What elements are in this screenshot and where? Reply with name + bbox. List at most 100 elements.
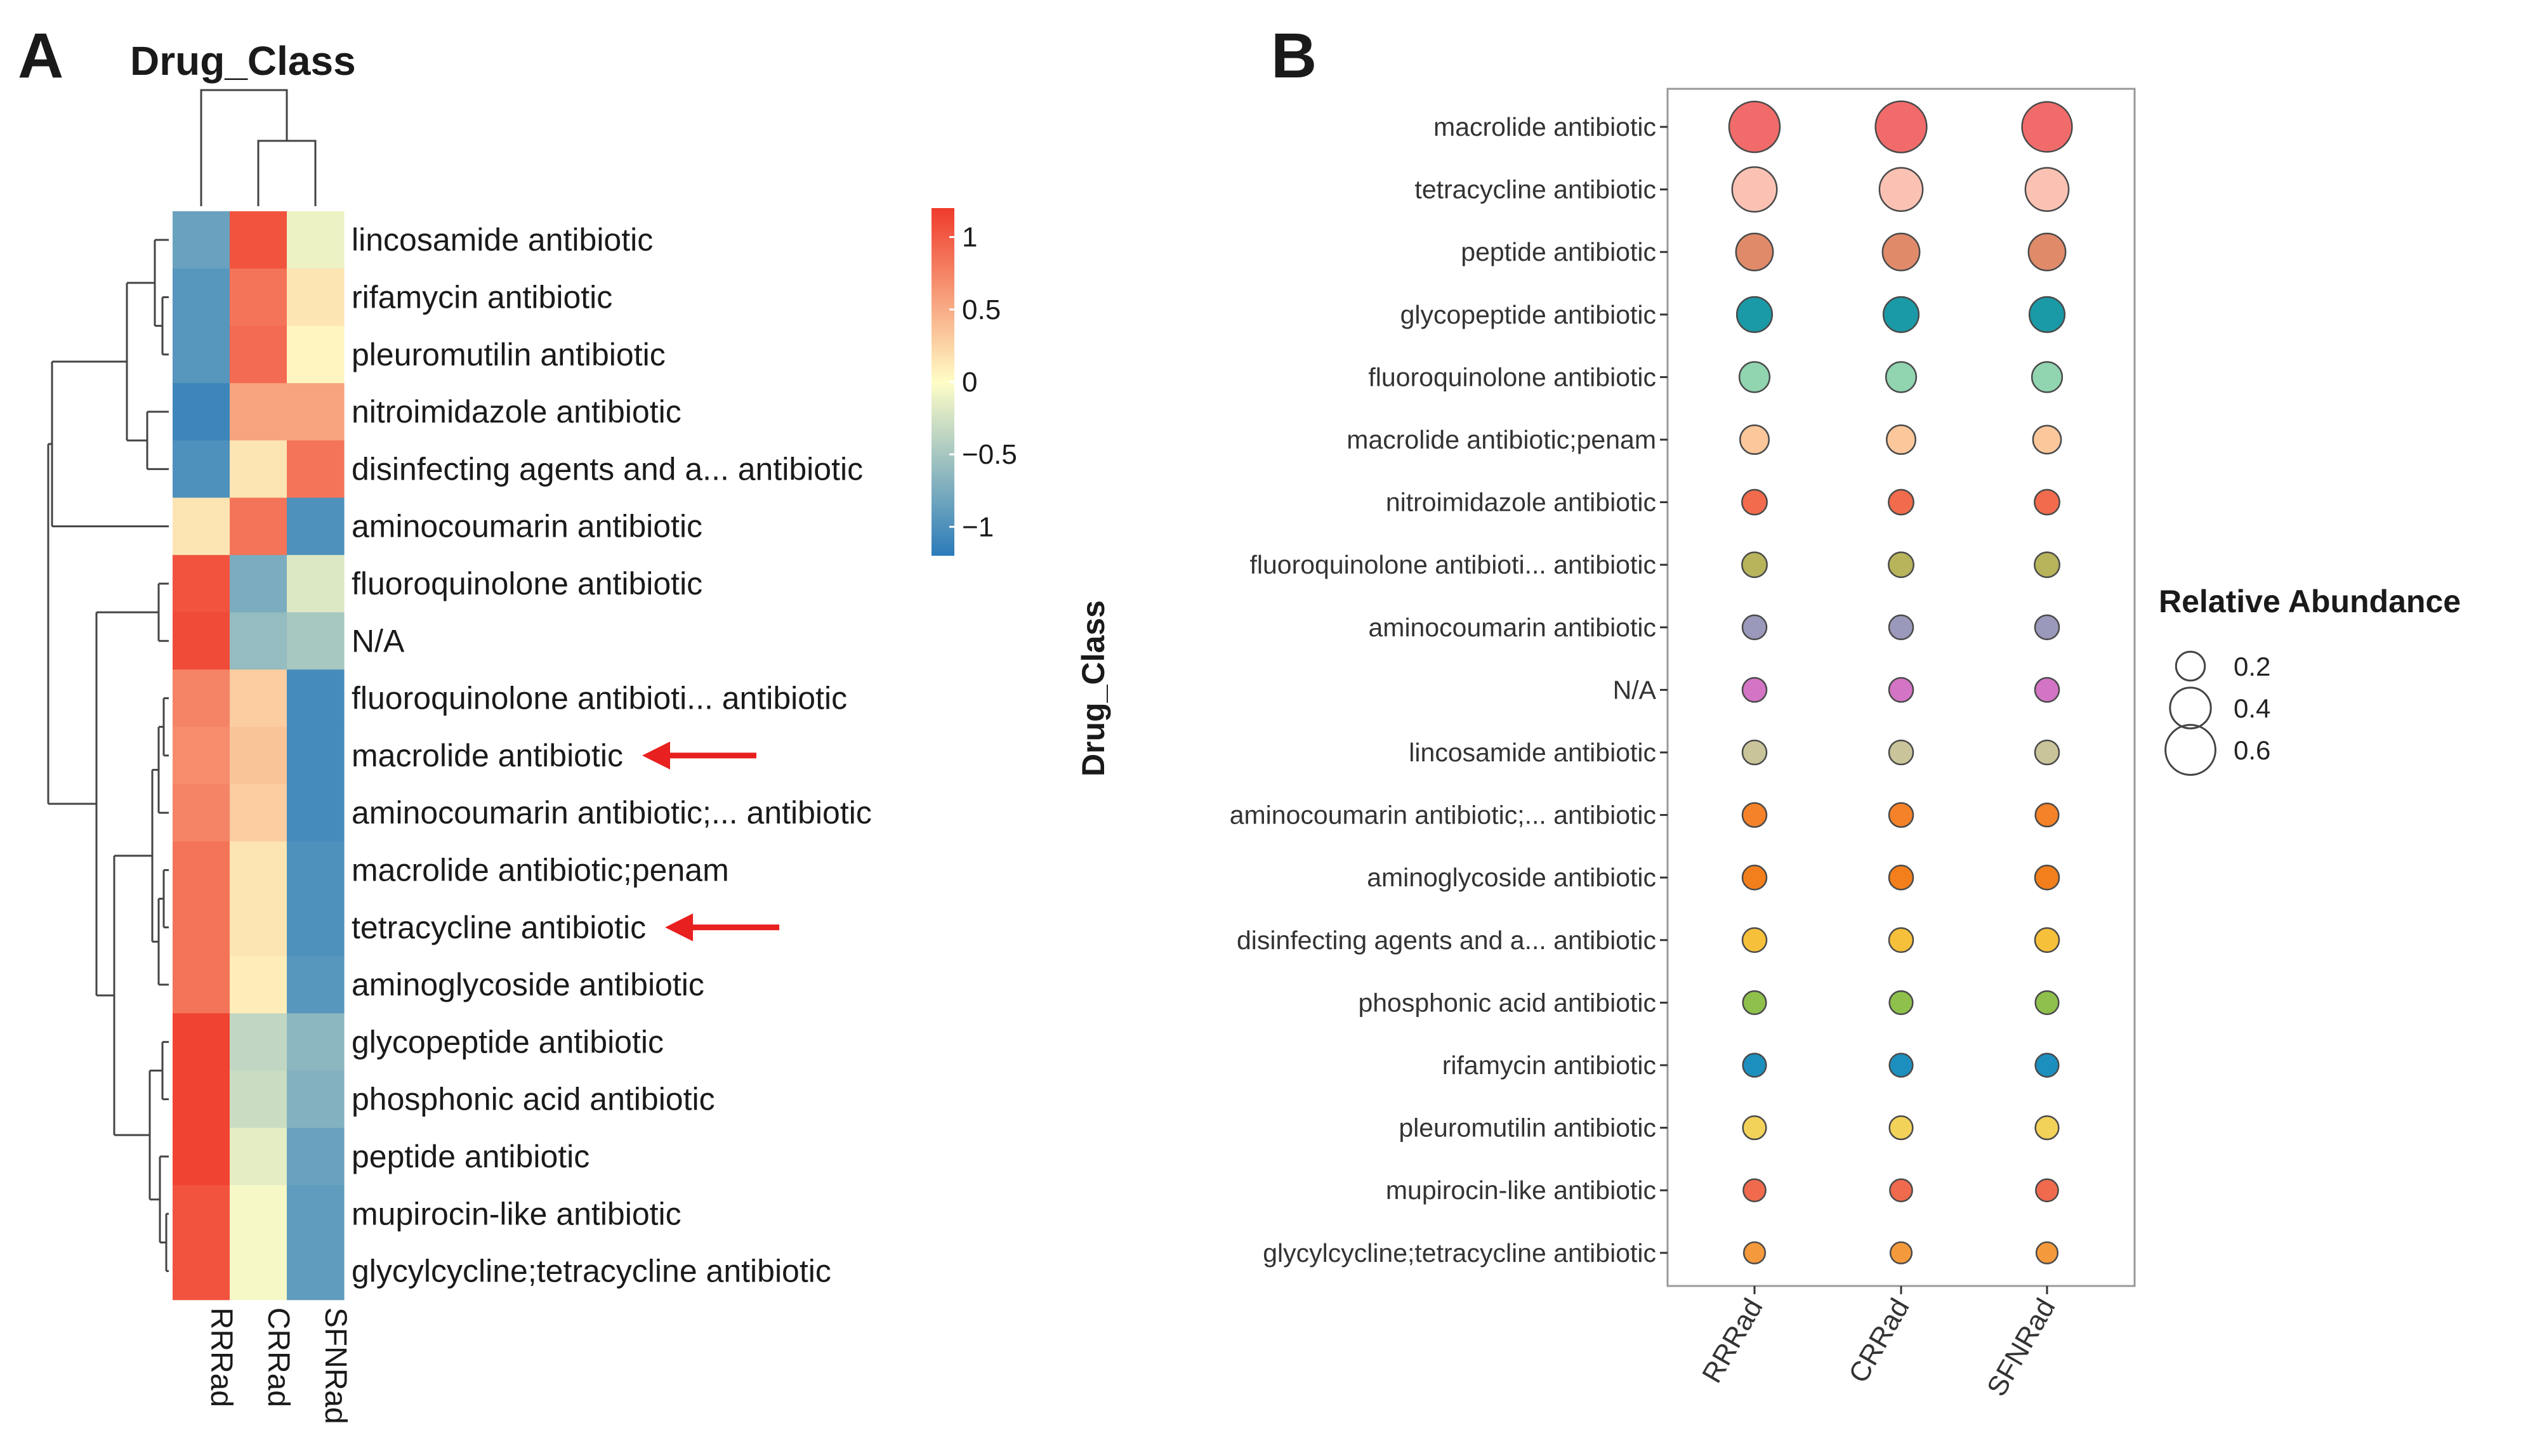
bubble-point xyxy=(2035,1178,2059,1203)
size-legend-label: 0.6 xyxy=(2234,735,2270,765)
bubble-point xyxy=(2031,361,2064,393)
heatmap-cell xyxy=(173,440,230,499)
heatmap-cell xyxy=(173,898,230,957)
heatmap-cell xyxy=(173,1070,230,1129)
heatmap-cell xyxy=(173,784,230,842)
bubble-point xyxy=(1741,677,1768,703)
bubble-point xyxy=(2024,167,2070,212)
bubble-point xyxy=(2032,424,2062,455)
heatmap-cell xyxy=(173,841,230,900)
bubble-y-label: macrolide antibiotic;penam xyxy=(1347,425,1656,454)
heatmap-cell xyxy=(287,612,345,670)
bubble-point xyxy=(1889,1241,1913,1264)
size-legend-circle xyxy=(2175,650,2206,682)
heatmap-row-labels: lincosamide antibiotic rifamycin antibiot… xyxy=(352,222,872,1289)
heatmap-cell xyxy=(287,497,345,556)
bubble-point xyxy=(1888,990,1914,1015)
bubble-point xyxy=(1739,424,1770,455)
heatmap-cell xyxy=(287,784,345,842)
bubble-point xyxy=(1741,739,1768,766)
heatmap-column-label: RRRad xyxy=(204,1308,238,1407)
bubble-point xyxy=(2035,1241,2059,1264)
bubble-point xyxy=(2021,101,2073,153)
bubble-y-label: glycopeptide antibiotic xyxy=(1400,300,1656,329)
heatmap-cell xyxy=(287,1070,345,1129)
heatmap-cell xyxy=(287,955,345,1014)
heatmap-row-label: phosphonic acid antibiotic xyxy=(352,1082,715,1117)
heatmap-cell xyxy=(230,1070,287,1129)
panel-a-title: Drug_Class xyxy=(130,38,356,84)
legend-title: Relative Abundance xyxy=(2159,584,2461,619)
color-scale-ticks: 1 0.5 0 −0.5 −1 xyxy=(949,222,1017,542)
bubble-point xyxy=(2034,864,2060,891)
bubble-point xyxy=(1885,361,1918,393)
bubble-y-label: disinfecting agents and a... antibiotic xyxy=(1237,926,1656,955)
heatmap-cell xyxy=(287,268,345,327)
bubble-point xyxy=(1735,232,1774,272)
bubble-point xyxy=(1888,1053,1914,1078)
heatmap-row-label: lincosamide antibiotic xyxy=(352,222,653,258)
row-dendrogram xyxy=(47,239,169,1273)
highlight-arrows xyxy=(642,741,780,941)
bubble-y-label: aminoglycoside antibiotic xyxy=(1367,863,1656,892)
bubble-point xyxy=(2034,677,2060,703)
color-scale-tick-label: 0.5 xyxy=(962,294,1001,325)
panel-b-letter: B xyxy=(1271,20,1317,91)
heatmap-cell xyxy=(173,268,230,327)
heatmap-cell xyxy=(230,955,287,1014)
bubble-y-labels: macrolide antibiotic tetracycline antibio… xyxy=(1230,112,1657,1268)
heatmap-row-label: aminoglycoside antibiotic xyxy=(352,967,704,1002)
heatmap-cell xyxy=(287,726,345,785)
heatmap-cell xyxy=(230,784,287,842)
heatmap-cell xyxy=(287,669,345,728)
bubble-x-label: RRRad xyxy=(1696,1294,1769,1388)
bubble-y-label: rifamycin antibiotic xyxy=(1442,1051,1656,1080)
heatmap-cell xyxy=(230,841,287,900)
bubble-point xyxy=(2034,1115,2060,1141)
heatmap-cell xyxy=(173,726,230,785)
bubble-point xyxy=(1742,1241,1767,1264)
bubble-point xyxy=(1888,489,1914,516)
bubble-y-ticks xyxy=(1660,126,1668,1254)
heatmap-row-label: glycopeptide antibiotic xyxy=(352,1024,664,1059)
bubble-y-label: aminocoumarin antibiotic;... antibiotic xyxy=(1230,801,1656,830)
heatmap-cell xyxy=(287,211,345,269)
heatmap-cell xyxy=(230,1185,287,1243)
bubble-y-label: glycylcycline;tetracycline antibiotic xyxy=(1263,1238,1656,1268)
bubble-y-label: fluoroquinolone antibiotic xyxy=(1368,362,1656,391)
bubble-point xyxy=(1742,990,1767,1015)
heatmap-row-label: aminocoumarin antibiotic;... antibiotic xyxy=(352,795,872,830)
heatmap-cell xyxy=(230,383,287,441)
heatmap-cell xyxy=(287,1185,345,1243)
heatmap-cell xyxy=(230,898,287,957)
bubble-point xyxy=(1881,232,1921,272)
heatmap-cell xyxy=(287,898,345,957)
bubble-point xyxy=(1889,1178,1913,1203)
bubble-point xyxy=(1888,927,1914,954)
heatmap-cell xyxy=(287,1013,345,1072)
color-scale-tick-label: 1 xyxy=(962,222,977,253)
bubble-point xyxy=(1886,424,1916,455)
heatmap-cell xyxy=(173,669,230,728)
bubble-point xyxy=(2034,990,2060,1015)
heatmap-row-label: fluoroquinolone antibioti... antibiotic xyxy=(352,681,847,716)
bubble-point xyxy=(2028,296,2066,333)
bubble-x-labels: RRRad CRRad SFNRad xyxy=(1696,1286,2062,1401)
bubble-point xyxy=(1874,100,1928,154)
heatmap-row-label: macrolide antibiotic;penam xyxy=(352,852,729,888)
heatmap-row-label: nitroimidazole antibiotic xyxy=(352,394,681,430)
column-dendrogram xyxy=(200,89,317,206)
heatmap-row-label: peptide antibiotic xyxy=(352,1139,589,1174)
bubble-point xyxy=(1741,864,1768,891)
size-legend: 0.2 0.4 0.6 xyxy=(2164,650,2270,776)
heatmap-cell xyxy=(287,1127,345,1186)
heatmap-cell xyxy=(230,440,287,499)
heatmap-cell xyxy=(287,1242,345,1301)
bubble-point xyxy=(2034,739,2060,766)
bubble-y-label: fluoroquinolone antibioti... antibiotic xyxy=(1250,550,1657,579)
heatmap-cell xyxy=(173,1013,230,1072)
size-legend-circle xyxy=(2164,724,2216,776)
bubble-point xyxy=(2034,927,2060,954)
bubble-y-label: peptide antibiotic xyxy=(1461,237,1656,266)
panel-a-letter: A xyxy=(18,20,63,91)
